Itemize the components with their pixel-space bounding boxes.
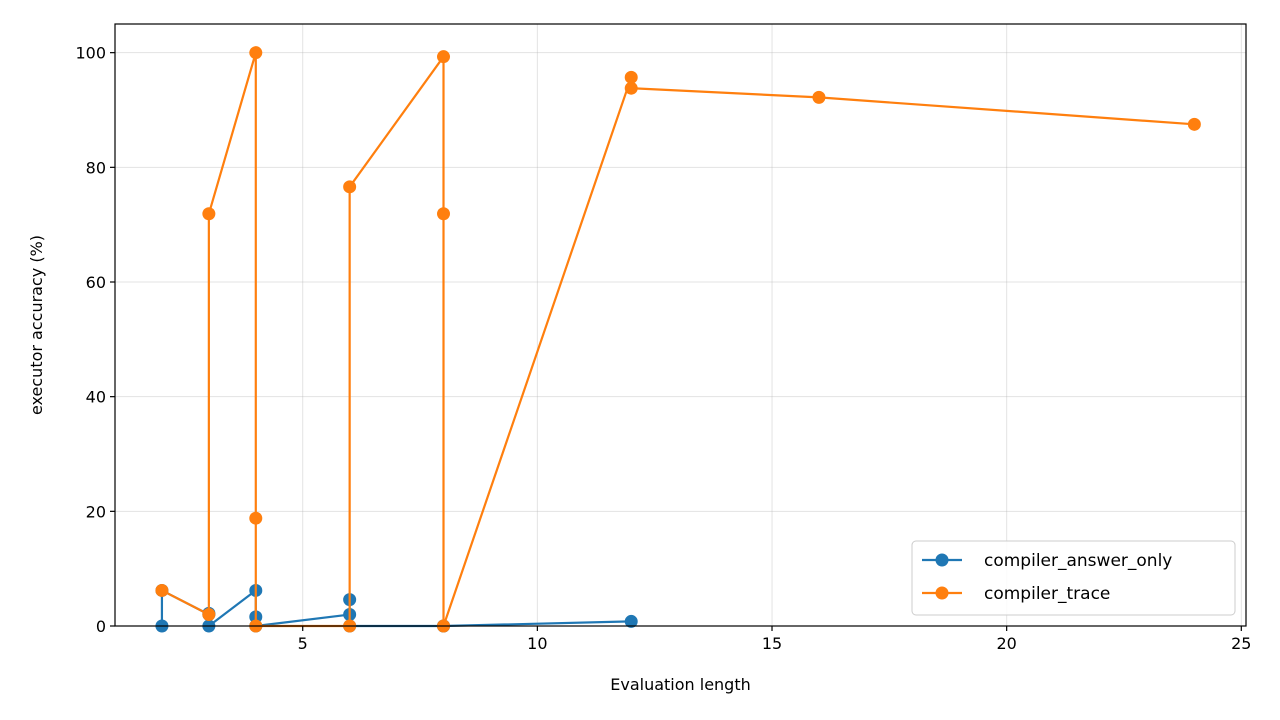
data-point [624, 614, 638, 628]
x-tick-label: 20 [996, 634, 1016, 653]
x-tick-label: 5 [298, 634, 308, 653]
legend-item: compiler_trace [922, 584, 1110, 604]
data-point [624, 70, 638, 84]
legend-label: compiler_answer_only [984, 551, 1172, 571]
x-axis-label: Evaluation length [610, 675, 751, 694]
data-point [437, 50, 451, 64]
x-tick-label: 15 [762, 634, 782, 653]
y-tick-label: 20 [86, 502, 106, 521]
legend-marker [935, 553, 949, 567]
data-point [343, 180, 357, 194]
data-point [155, 583, 169, 597]
data-point [437, 207, 451, 221]
data-point [202, 207, 216, 221]
y-tick-label: 40 [86, 388, 106, 407]
legend-item: compiler_answer_only [922, 551, 1172, 571]
y-tick-label: 60 [86, 273, 106, 292]
legend: compiler_answer_only compiler_trace [911, 540, 1236, 616]
y-tick-label: 100 [75, 44, 106, 63]
legend-label: compiler_trace [984, 584, 1110, 604]
x-tick-label: 25 [1231, 634, 1251, 653]
data-point [624, 81, 638, 95]
data-point [1187, 117, 1201, 131]
legend-marker [935, 586, 949, 600]
x-tick-label: 10 [527, 634, 547, 653]
plot-frame [114, 23, 1247, 627]
data-point [249, 511, 263, 525]
data-point [202, 608, 216, 622]
y-tick-label: 80 [86, 158, 106, 177]
legend-box [911, 540, 1236, 616]
data-point [812, 90, 826, 104]
grid [115, 24, 1246, 627]
data-point [249, 46, 263, 60]
y-axis-label: executor accuracy (%) [27, 235, 46, 415]
y-tick-label: 0 [96, 617, 106, 636]
ticks: 5 10 15 20 25 0 20 40 60 80 100 [75, 44, 1251, 653]
